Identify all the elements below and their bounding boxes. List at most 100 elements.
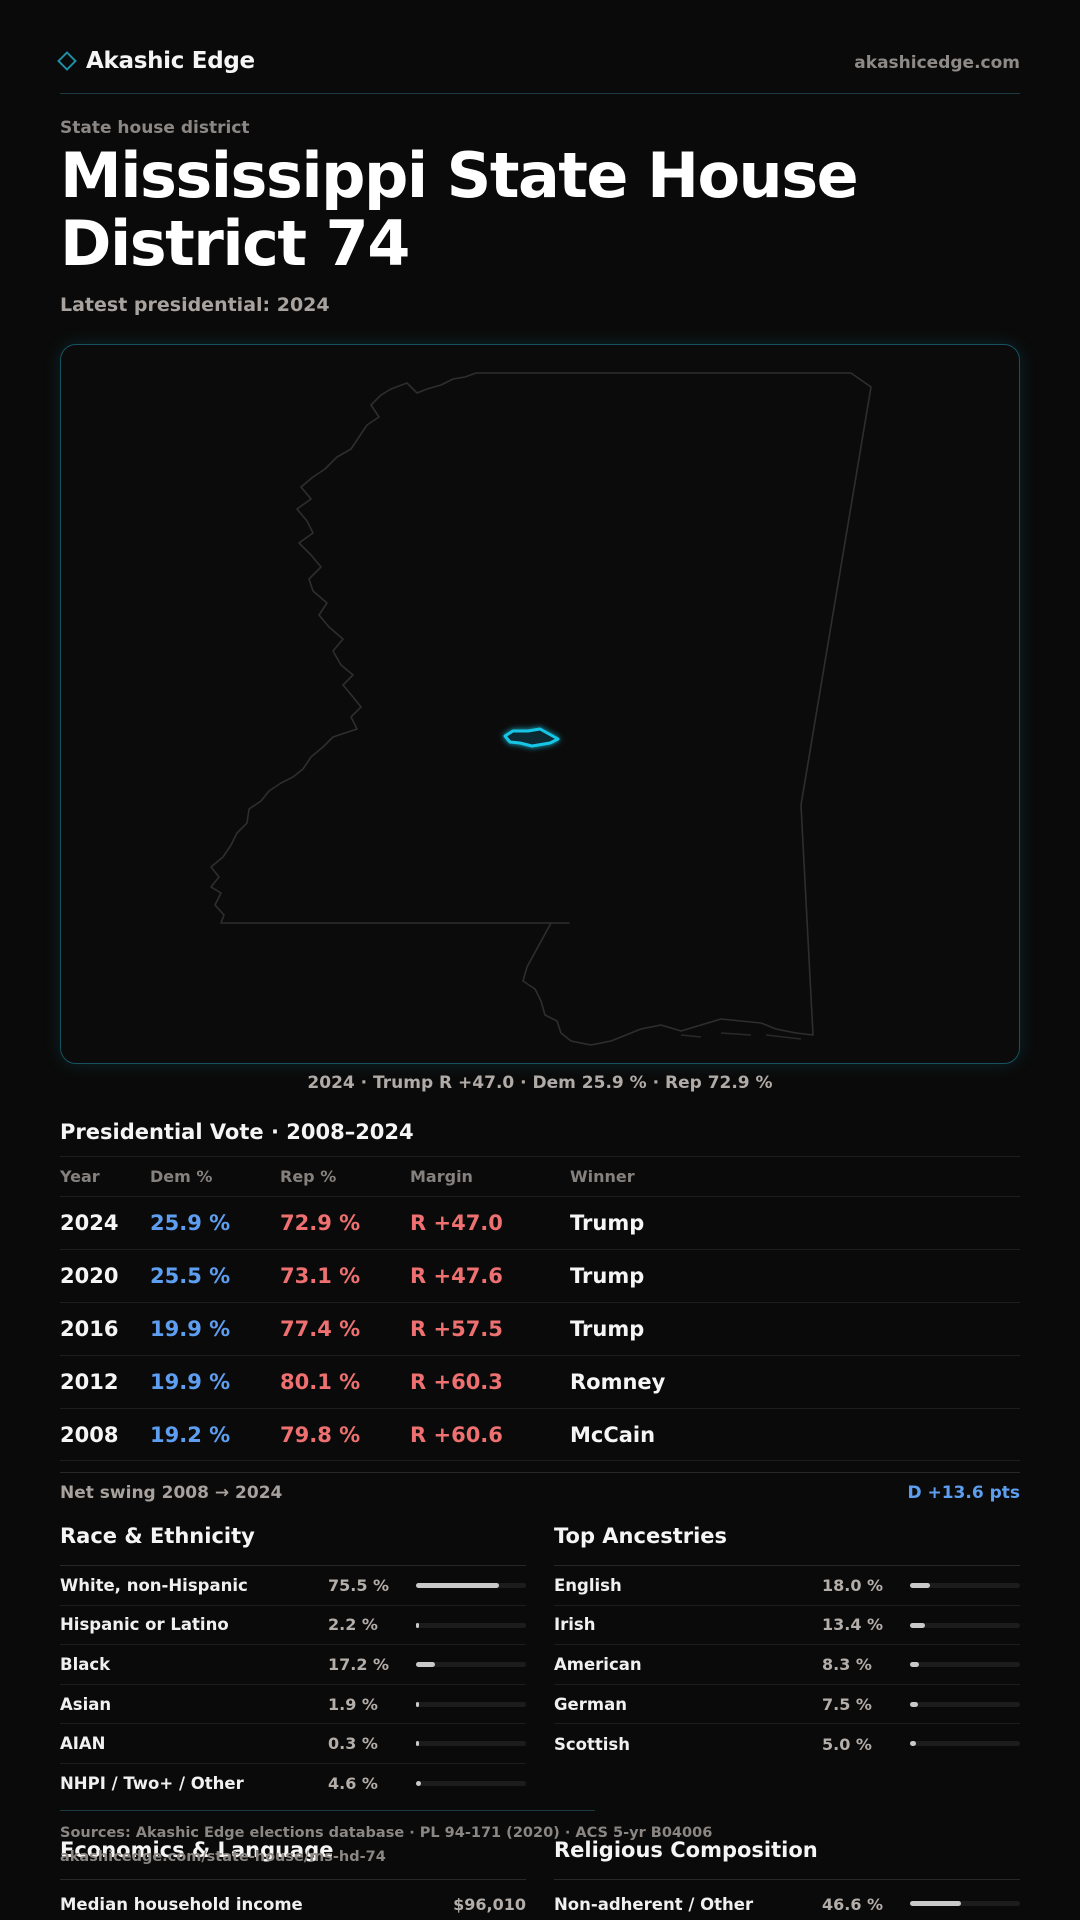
margin-cell: R +60.3 (410, 1370, 503, 1394)
year-cell: 2008 (60, 1422, 119, 1447)
table-row: 2016 19.9 % 77.4 % R +57.5 Trump (60, 1302, 1020, 1355)
ancestry-panel-title: Top Ancestries (554, 1524, 1020, 1566)
bar-track (416, 1662, 526, 1668)
winner-cell: Trump (570, 1211, 645, 1235)
list-item: NHPI / Two+ / Other 4.6 % (60, 1764, 526, 1804)
site-link[interactable]: akashicedge.com (854, 53, 1020, 73)
item-label: German (554, 1694, 627, 1714)
year-cell: 2016 (60, 1317, 119, 1341)
column-header-dem: Dem % (150, 1167, 213, 1186)
table-row: 2008 19.2 % 79.8 % R +60.6 McCain (60, 1408, 1020, 1461)
rep-cell: 79.8 % (280, 1422, 361, 1447)
margin-cell: R +57.5 (410, 1317, 503, 1341)
list-item: Black 17.2 % (60, 1645, 526, 1685)
winner-cell: McCain (570, 1422, 656, 1447)
margin-cell: R +47.6 (410, 1264, 503, 1288)
bar-fill (416, 1780, 422, 1786)
column-header-year: Year (60, 1167, 100, 1186)
bar-track (416, 1741, 526, 1747)
list-item: Asian 1.9 % (60, 1685, 526, 1725)
race-list: White, non-Hispanic 75.5 % Hispanic or Lat… (60, 1566, 526, 1804)
map-caption: 2024 · Trump R +47.0 · Dem 25.9 % · Rep … (307, 1073, 773, 1093)
winner-cell: Romney (570, 1370, 666, 1394)
item-label: Black (60, 1654, 111, 1674)
column-header-margin: Margin (410, 1167, 473, 1186)
item-label: English (554, 1575, 622, 1595)
district-74-shape[interactable] (503, 727, 560, 748)
ancestry-panel: Top Ancestries English 18.0 % Irish 13.4 % A… (554, 1524, 1020, 1764)
dem-cell: 19.2 % (150, 1422, 231, 1447)
item-value: 13.4 % (822, 1615, 884, 1635)
bar-fill (416, 1583, 500, 1588)
table-row: 2024 25.9 % 72.9 % R +47.0 Trump (60, 1196, 1020, 1249)
gulf-island-2 (720, 1032, 752, 1036)
list-item: Scottish 5.0 % (554, 1724, 1020, 1764)
brand-name: Akashic Edge (86, 48, 255, 74)
item-label: NHPI / Two+ / Other (60, 1774, 244, 1794)
brand[interactable]: Akashic Edge (57, 48, 255, 74)
item-value: 0.3 % (328, 1734, 378, 1754)
state-map-svg (210, 372, 872, 1046)
item-label: Scottish (554, 1734, 630, 1754)
bar-fill (910, 1583, 930, 1588)
gulf-island-3 (765, 1034, 802, 1040)
year-cell: 2020 (60, 1264, 119, 1288)
economics-panel-title: Economics & Language (60, 1838, 526, 1880)
list-item: White, non-Hispanic 75.5 % (60, 1566, 526, 1606)
vote-table: Year Dem % Rep % Margin Winner 2024 25.9… (60, 1156, 1020, 1461)
ancestry-list: English 18.0 % Irish 13.4 % American 8.3 % Ger… (554, 1566, 1020, 1764)
year-cell: 2012 (60, 1370, 119, 1394)
bar-fill (910, 1622, 925, 1628)
bar-track (416, 1780, 526, 1786)
econ-label: Median household income (60, 1894, 303, 1914)
page-subtitle: Latest presidential: 2024 (60, 294, 330, 316)
district-map[interactable] (60, 344, 1020, 1064)
net-swing-value: D +13.6 pts (907, 1483, 1020, 1503)
bar-fill (910, 1741, 916, 1747)
item-value: 2.2 % (328, 1615, 378, 1635)
bar-track (910, 1701, 1020, 1707)
religion-row: Non-adherent / Other 46.6 % (554, 1884, 1020, 1920)
page-kicker: State house district (60, 118, 250, 138)
table-row: 2012 19.9 % 80.1 % R +60.3 Romney (60, 1355, 1020, 1408)
dem-cell: 25.5 % (150, 1264, 231, 1288)
column-header-winner: Winner (570, 1167, 635, 1186)
bar-track (910, 1583, 1020, 1588)
bar-track (416, 1622, 526, 1628)
race-panel-title: Race & Ethnicity (60, 1524, 526, 1566)
item-value: 75.5 % (328, 1575, 390, 1595)
page-url-link[interactable]: akashicedge.com/state-house/ms-hd-74 (60, 1849, 386, 1865)
page-title: Mississippi State House District 74 (60, 139, 859, 280)
dem-cell: 25.9 % (150, 1211, 231, 1235)
winner-cell: Trump (570, 1264, 645, 1288)
economics-row: Median household income $96,010 (60, 1884, 526, 1920)
item-value: 1.9 % (328, 1694, 378, 1714)
item-value: 7.5 % (822, 1694, 872, 1714)
bar-track (416, 1701, 526, 1707)
list-item: English 18.0 % (554, 1566, 1020, 1606)
list-item: AIAN 0.3 % (60, 1724, 526, 1764)
vote-section-title: Presidential Vote · 2008–2024 (60, 1120, 414, 1144)
item-value: 18.0 % (822, 1575, 884, 1595)
header-divider (60, 93, 1020, 94)
religion-bar-fill (910, 1901, 962, 1906)
year-cell: 2024 (60, 1211, 119, 1235)
winner-cell: Trump (570, 1317, 645, 1341)
column-header-rep: Rep % (280, 1167, 337, 1186)
bar-track (910, 1662, 1020, 1668)
dem-cell: 19.9 % (150, 1370, 231, 1394)
race-ethnicity-panel: Race & Ethnicity White, non-Hispanic 75.5… (60, 1524, 526, 1804)
sources-text: Sources: Akashic Edge elections database… (60, 1825, 713, 1841)
state-outline (210, 372, 872, 1046)
bar-fill (910, 1701, 919, 1707)
list-item: Irish 13.4 % (554, 1606, 1020, 1646)
bar-track (416, 1583, 526, 1588)
margin-cell: R +60.6 (410, 1422, 503, 1447)
gulf-island-1 (680, 1034, 702, 1038)
item-label: White, non-Hispanic (60, 1575, 248, 1595)
item-label: AIAN (60, 1734, 106, 1754)
margin-cell: R +47.0 (410, 1211, 503, 1235)
bar-fill (416, 1741, 419, 1747)
religion-value: 46.6 % (822, 1894, 884, 1914)
rep-cell: 72.9 % (280, 1211, 361, 1235)
